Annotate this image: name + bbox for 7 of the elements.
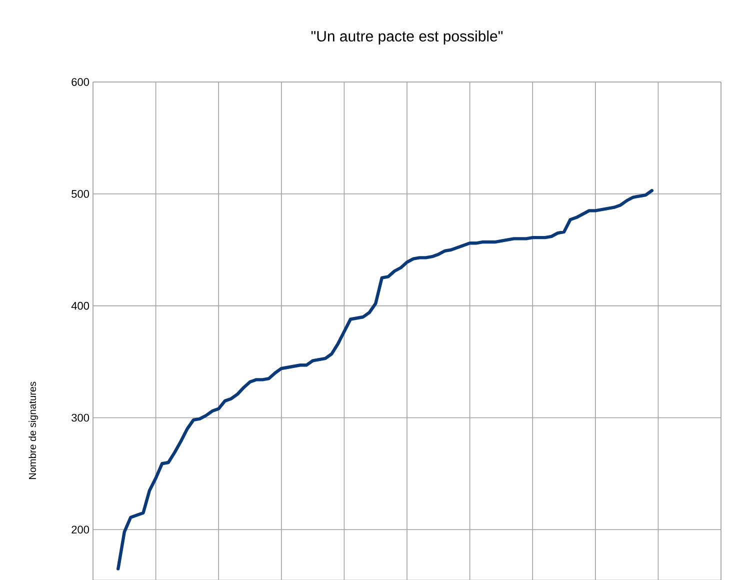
y-tick-label: 300 xyxy=(72,414,90,422)
y-tick-label: 400 xyxy=(71,302,90,310)
y-axis-title: Nombre de signatures xyxy=(28,382,38,479)
y-tick-label: 500 xyxy=(72,190,90,198)
y-tick-label: 600 xyxy=(72,78,90,86)
y-tick-label: 200 xyxy=(72,526,90,534)
chart-title: "Un autre pacte est possible" xyxy=(311,30,503,44)
